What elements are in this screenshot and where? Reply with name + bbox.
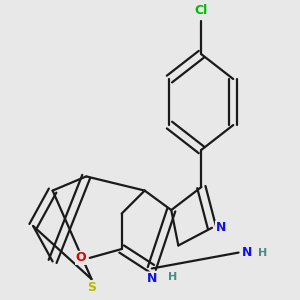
Text: N: N	[242, 246, 253, 259]
Text: S: S	[87, 281, 96, 294]
Text: O: O	[76, 251, 86, 264]
Text: Cl: Cl	[195, 4, 208, 17]
Text: N: N	[147, 272, 157, 285]
Text: H: H	[168, 272, 177, 282]
Text: N: N	[215, 221, 226, 234]
Text: H: H	[258, 248, 267, 258]
